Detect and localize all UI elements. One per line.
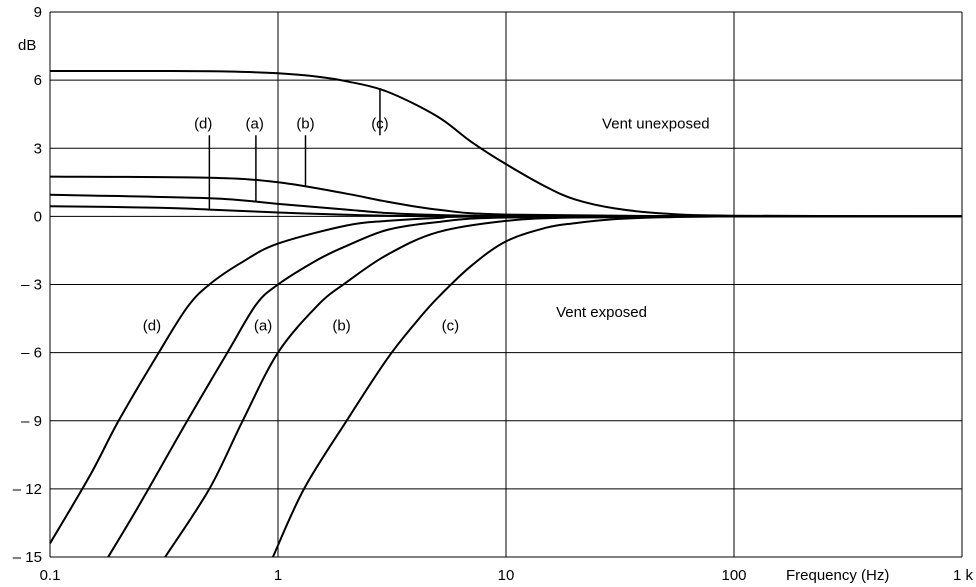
x-tick-label: 1 k — [953, 567, 974, 584]
x-tick-label: 1 — [274, 567, 282, 584]
x-tick-label: 10 — [498, 567, 515, 584]
y-tick-label: – 3 — [21, 277, 42, 294]
tick-labels: 9 6 3 0 – 3 – 6 – 9 – 12 – 150.1 1 10 100 1 k — [13, 4, 974, 584]
curve-exposed-a — [107, 215, 963, 558]
y-tick-label: – 6 — [21, 345, 42, 362]
x-tick-label: 100 — [721, 567, 746, 584]
y-tick-label: 9 — [34, 4, 42, 21]
annotation-label: (d) — [194, 115, 212, 132]
curve-exposed-d — [49, 215, 963, 544]
y-axis-label: dB — [18, 37, 36, 54]
y-tick-label: – 15 — [13, 549, 42, 566]
annotation-label: (b) — [296, 115, 314, 132]
y-tick-label: – 9 — [21, 413, 42, 430]
curve-exposed-b — [164, 215, 963, 558]
annotation-label: (a) — [245, 115, 263, 132]
annotation-label: (a) — [254, 317, 272, 334]
y-tick-label: – 12 — [13, 481, 42, 498]
annotation-label: Vent unexposed — [602, 115, 710, 132]
x-tick-label: 0.1 — [40, 567, 61, 584]
y-tick-label: 3 — [34, 140, 42, 157]
annotation-label: (c) — [442, 317, 460, 334]
annotations: Vent unexposed Vent exposed (d) (a) (b) (c) (d… — [143, 88, 710, 334]
response-curves — [49, 69, 963, 558]
x-axis-label: Frequency (Hz) — [786, 567, 889, 584]
y-tick-label: 6 — [34, 72, 42, 89]
annotation-label: Vent exposed — [556, 304, 647, 321]
y-tick-label: 0 — [34, 208, 42, 225]
curve-unexposed-c — [50, 69, 963, 218]
annotation-label: (b) — [332, 317, 350, 334]
curve-exposed-c — [271, 215, 963, 558]
annotation-label: (d) — [143, 317, 161, 334]
grid-lines — [49, 11, 963, 558]
